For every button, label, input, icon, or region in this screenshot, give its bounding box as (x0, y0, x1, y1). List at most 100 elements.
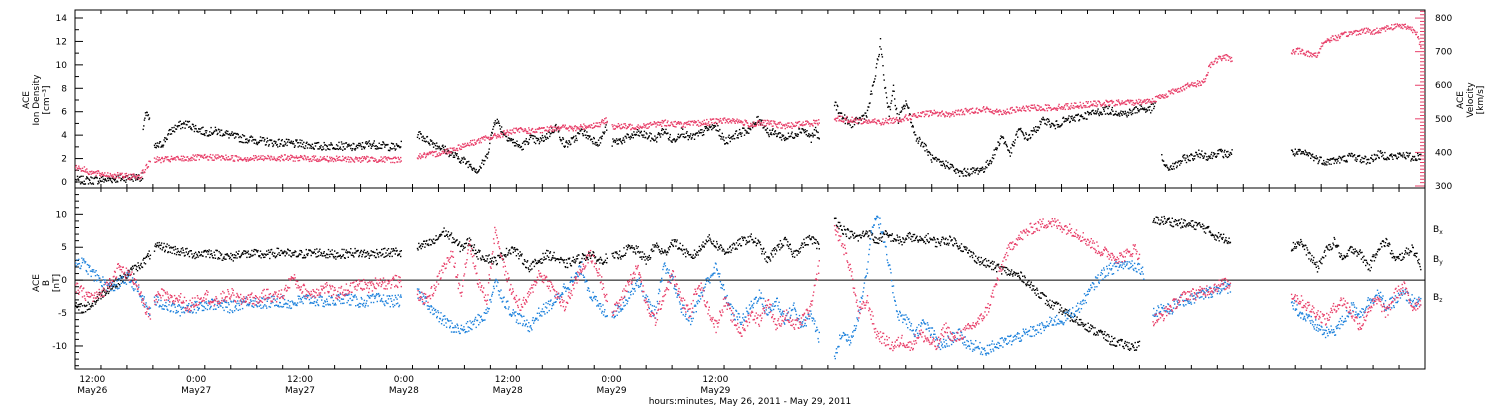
bx-series-point (80, 303, 82, 305)
velocity-series-point (1086, 102, 1089, 104)
density-series-point (279, 145, 281, 147)
velocity-series-point (81, 167, 84, 169)
density-series-point (753, 122, 755, 124)
density-series-point (295, 139, 297, 141)
velocity-series-point (945, 112, 948, 114)
density-series-point (537, 137, 539, 140)
velocity-series-point (963, 113, 966, 116)
velocity-series-point (1072, 105, 1075, 107)
velocity-series-point (333, 157, 335, 160)
velocity-series-point (272, 158, 275, 160)
velocity-series-point (144, 171, 146, 174)
bx-series-point (166, 243, 168, 245)
velocity-series-point (847, 121, 849, 124)
density-series-point (392, 143, 395, 145)
density-series-point (853, 123, 856, 126)
velocity-series-point (236, 156, 238, 158)
velocity-series-point (568, 130, 570, 132)
density-series-point (714, 125, 717, 127)
bx-series-point (113, 280, 115, 283)
bx-series-point (306, 253, 308, 255)
velocity-series-point (496, 135, 498, 138)
density-series-point (1164, 165, 1167, 168)
velocity-series-point (1292, 50, 1294, 52)
velocity-series-point (1177, 87, 1180, 90)
density-series-point (1108, 105, 1110, 108)
velocity-series-point (263, 158, 265, 160)
density-series-point (498, 122, 500, 124)
velocity-series-point (599, 124, 602, 126)
velocity-series-point (766, 119, 769, 121)
density-series-point (781, 134, 783, 136)
density-series-point (941, 161, 943, 163)
density-series-point (595, 144, 597, 146)
bx-series-point (344, 257, 346, 259)
density-series-point (1180, 162, 1182, 164)
velocity-series-point (998, 114, 1000, 116)
velocity-series-point (101, 173, 103, 175)
velocity-series-point (861, 123, 863, 125)
velocity-series-point (942, 112, 945, 115)
velocity-series-point (452, 147, 454, 150)
density-series-point (363, 146, 365, 148)
density-series-point (473, 167, 475, 169)
density-series-point (370, 147, 372, 149)
density-series-point (322, 148, 325, 150)
density-series-point (354, 149, 356, 151)
density-series-point (447, 149, 450, 152)
density-series-point (909, 113, 911, 116)
density-series-point (224, 131, 226, 133)
bx-series-point (358, 254, 361, 257)
density-series-point (885, 92, 887, 94)
velocity-series-point (523, 129, 526, 132)
density-series-point (952, 165, 954, 167)
velocity-series-point (1390, 27, 1392, 29)
velocity-series-point (653, 121, 655, 123)
density-series-point (1056, 123, 1058, 126)
velocity-series-point (812, 125, 814, 127)
velocity-series-point (1410, 28, 1412, 30)
velocity-series-point (559, 126, 561, 129)
velocity-series-point (654, 123, 657, 125)
bx-series-point (360, 249, 362, 252)
density-series-point (1103, 108, 1105, 111)
velocity-series-point (702, 123, 704, 126)
density-series-point (529, 134, 531, 137)
velocity-series-point (955, 109, 957, 112)
density-series-point (877, 59, 879, 61)
density-series-point (360, 144, 362, 146)
density-series-point (812, 136, 814, 138)
density-series-point (593, 137, 595, 140)
density-series-point (581, 128, 583, 131)
velocity-series-point (449, 147, 451, 149)
density-series-point (797, 133, 799, 136)
velocity-series-point (95, 174, 97, 177)
velocity-series-point (128, 173, 130, 176)
velocity-series-point (163, 160, 165, 162)
density-series-point (1337, 160, 1339, 162)
bx-series-point (327, 248, 330, 251)
bx-series-point (253, 248, 255, 251)
density-series-point (979, 168, 981, 170)
velocity-series-point (967, 111, 969, 113)
velocity-series-point (165, 156, 167, 158)
bx-series-point (169, 247, 171, 249)
density-series-point (1185, 157, 1187, 159)
density-series-point (494, 120, 497, 122)
bx-series-point (456, 239, 458, 241)
density-series-point (757, 115, 759, 118)
density-series-point (646, 138, 649, 140)
velocity-series-point (198, 158, 200, 161)
bx-series-point (75, 304, 77, 307)
density-series-point (730, 137, 732, 139)
density-series-point (1404, 157, 1406, 159)
velocity-series-point (121, 172, 123, 174)
density-series-point (1417, 155, 1419, 157)
velocity-series-point (448, 150, 450, 152)
velocity-series-point (818, 119, 820, 121)
density-series-point (443, 148, 445, 151)
velocity-series-point (528, 129, 531, 131)
velocity-series-point (574, 125, 576, 127)
density-series-point (653, 139, 655, 142)
velocity-series-point (499, 136, 502, 139)
